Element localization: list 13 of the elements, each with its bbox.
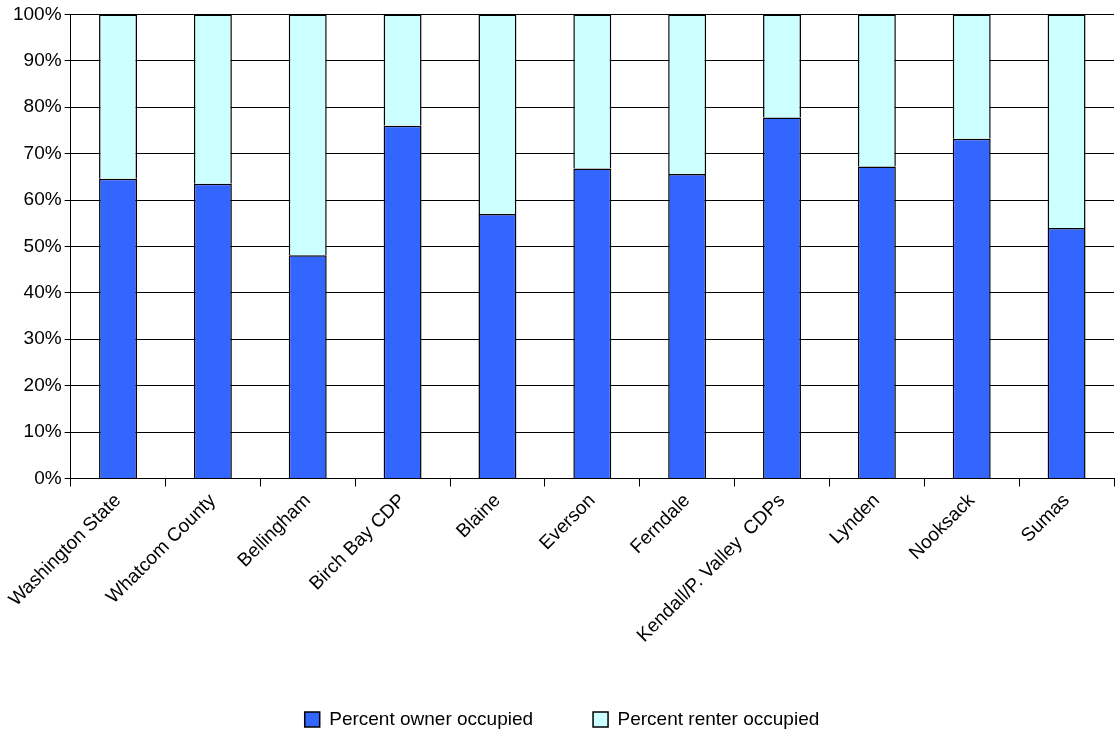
y-tick-label: 100% — [12, 2, 62, 24]
y-tick-label: 60% — [23, 188, 62, 210]
y-tick-label: 30% — [23, 327, 62, 349]
y-tick-label: 40% — [23, 281, 62, 303]
y-tick-label: 70% — [23, 141, 62, 163]
y-tick-label: 80% — [23, 95, 62, 117]
legend-label: Percent renter occupied — [617, 707, 820, 729]
y-tick-label: 20% — [23, 373, 62, 395]
y-tick-label: 90% — [23, 49, 62, 71]
y-tick-label: 50% — [23, 234, 62, 256]
legend-label: Percent owner occupied — [329, 707, 534, 729]
y-tick-label: 0% — [34, 466, 62, 488]
y-tick-label: 10% — [23, 420, 62, 442]
